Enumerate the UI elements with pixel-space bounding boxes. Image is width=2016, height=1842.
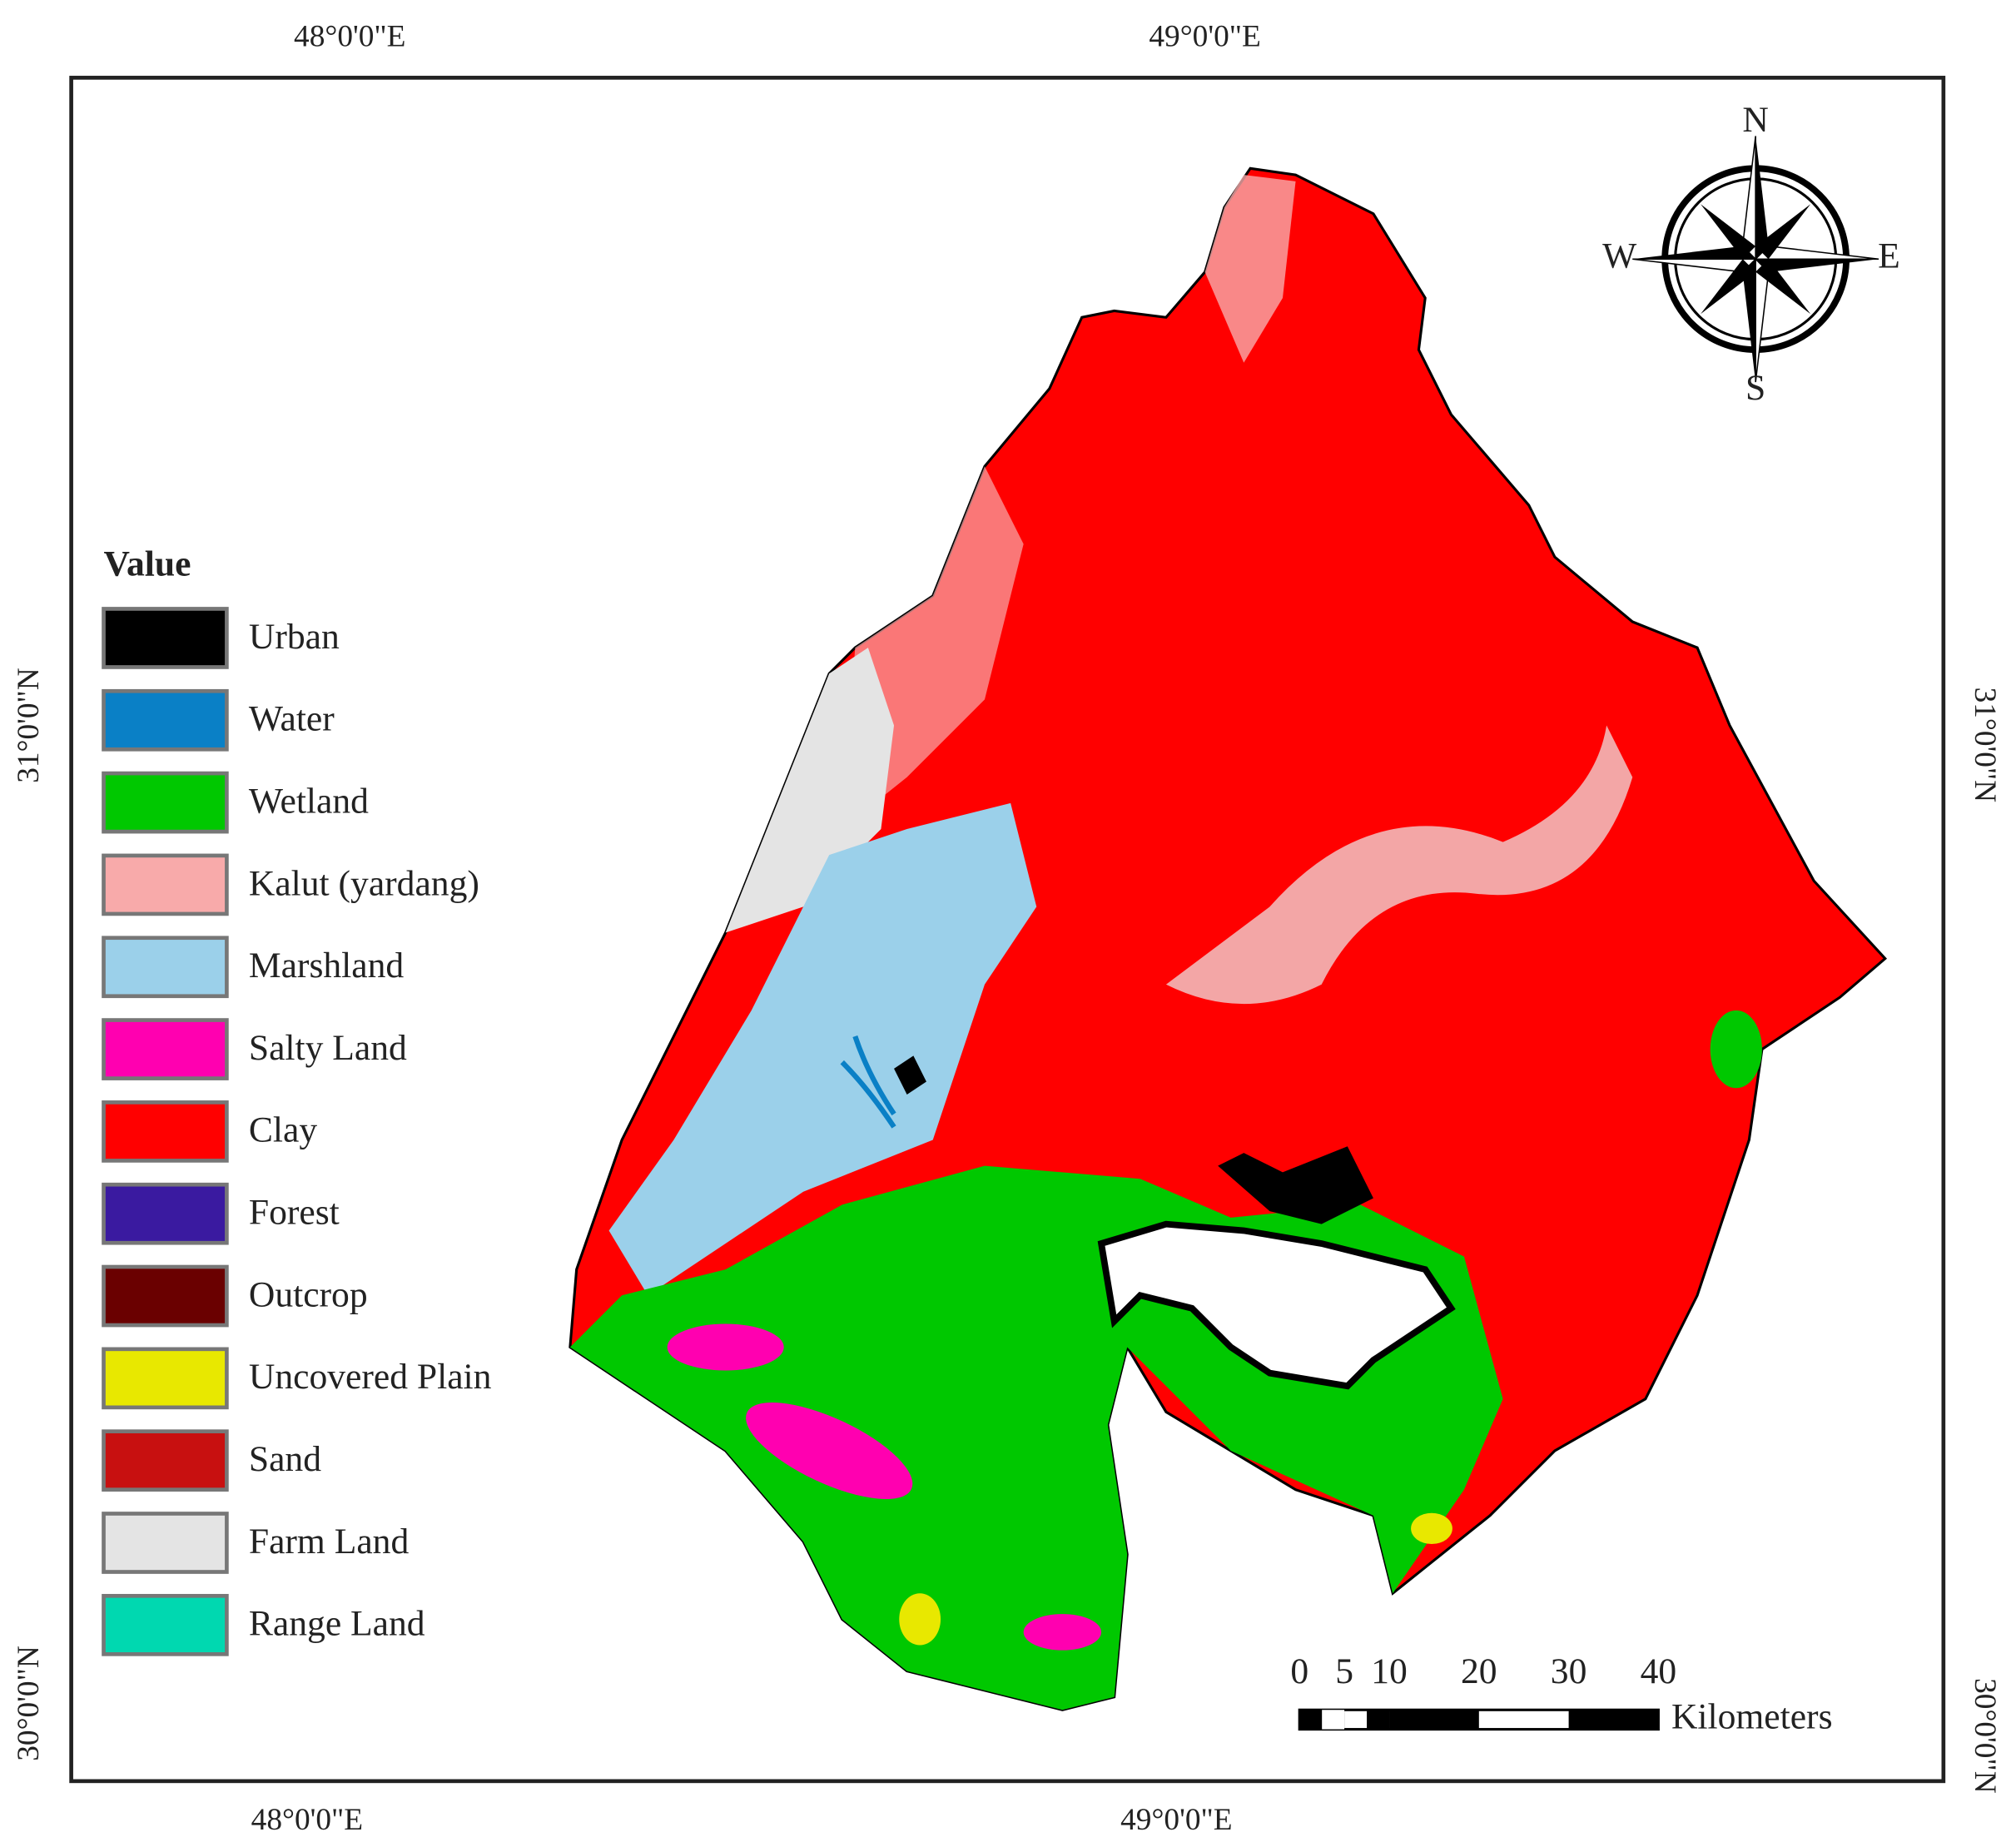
scale-tick-label: 20 xyxy=(1461,1651,1497,1691)
coord-label: 30°0'0"N xyxy=(1968,1678,2002,1794)
kalut-patch xyxy=(1204,175,1296,363)
coord-label: 31°0'0"N xyxy=(12,668,46,783)
legend-swatch xyxy=(102,1264,229,1328)
scale-segment xyxy=(1389,1710,1479,1730)
legend: Urban Water Wetland Kalut (yardang) Marshlan… xyxy=(102,607,492,1656)
legend-label: Forest xyxy=(249,1193,340,1233)
lake xyxy=(1097,1220,1456,1390)
legend-swatch xyxy=(102,607,229,669)
scale-tick-label: 40 xyxy=(1641,1651,1677,1691)
marshland-patch xyxy=(608,802,1037,1296)
legend-label: Farm Land xyxy=(249,1522,410,1561)
plain-patch xyxy=(1411,1512,1452,1545)
salty-patch xyxy=(667,1323,784,1371)
compass-rose: N S W E xyxy=(1602,100,1900,408)
compass-south: S xyxy=(1745,368,1765,408)
legend-swatch xyxy=(102,1429,229,1492)
scale-bar: 0 5 10 20 30 40 Kilometers xyxy=(1290,1651,1832,1736)
coord-label: 48°0'0"E xyxy=(294,19,405,53)
water-stream xyxy=(840,1035,896,1129)
legend-swatch xyxy=(102,1100,229,1163)
scale-tick-label: 10 xyxy=(1371,1651,1408,1691)
coord-label: 48°0'0"E xyxy=(251,1803,363,1837)
scale-unit: Kilometers xyxy=(1671,1697,1833,1737)
coord-label: 31°0'0"N xyxy=(1968,688,2002,803)
legend-label: Sand xyxy=(249,1439,321,1479)
legend-label: Range Land xyxy=(249,1604,425,1644)
scale-segment xyxy=(1322,1710,1345,1730)
legend-label: Outcrop xyxy=(249,1274,368,1314)
legend-swatch xyxy=(102,771,229,834)
compass-north: N xyxy=(1742,100,1768,140)
legend-label: Uncovered Plain xyxy=(249,1357,492,1397)
salty-patch xyxy=(1023,1614,1102,1651)
compass-west: W xyxy=(1602,236,1637,276)
salty-patch xyxy=(746,1403,913,1500)
coord-label: 30°0'0"N xyxy=(12,1646,46,1761)
legend-swatch xyxy=(102,1512,229,1574)
legend-swatch xyxy=(102,1593,229,1656)
legend-label: Wetland xyxy=(249,781,369,821)
land-cover-area xyxy=(569,166,1888,1711)
scale-segment xyxy=(1568,1710,1659,1730)
wetland-patch xyxy=(1710,1010,1762,1089)
legend-swatch xyxy=(102,1018,229,1080)
scale-tick-label: 5 xyxy=(1335,1651,1353,1691)
legend-title: Value xyxy=(104,544,191,584)
legend-swatch xyxy=(102,853,229,916)
coord-label: 49°0'0"E xyxy=(1149,19,1260,53)
legend-label: Marshland xyxy=(249,946,405,986)
plain-patch xyxy=(899,1593,941,1646)
mixed-band xyxy=(1165,725,1633,1005)
scale-tick-label: 30 xyxy=(1551,1651,1587,1691)
scale-tick-label: 0 xyxy=(1290,1651,1308,1691)
legend-swatch xyxy=(102,936,229,999)
legend-swatch xyxy=(102,1182,229,1245)
urban-patch xyxy=(1218,1146,1373,1224)
legend-label: Urban xyxy=(249,617,340,657)
legend-label: Water xyxy=(249,699,335,739)
legend-label: Clay xyxy=(249,1110,318,1150)
scale-segment xyxy=(1367,1710,1390,1730)
urban-patch xyxy=(894,1055,926,1095)
legend-swatch xyxy=(102,1347,229,1410)
farmland-patch xyxy=(725,648,895,933)
legend-label: Kalut (yardang) xyxy=(249,863,479,903)
legend-swatch xyxy=(102,688,229,752)
legend-label: Salty Land xyxy=(249,1028,407,1068)
compass-east: E xyxy=(1878,236,1900,276)
coord-label: 49°0'0"E xyxy=(1120,1803,1232,1837)
